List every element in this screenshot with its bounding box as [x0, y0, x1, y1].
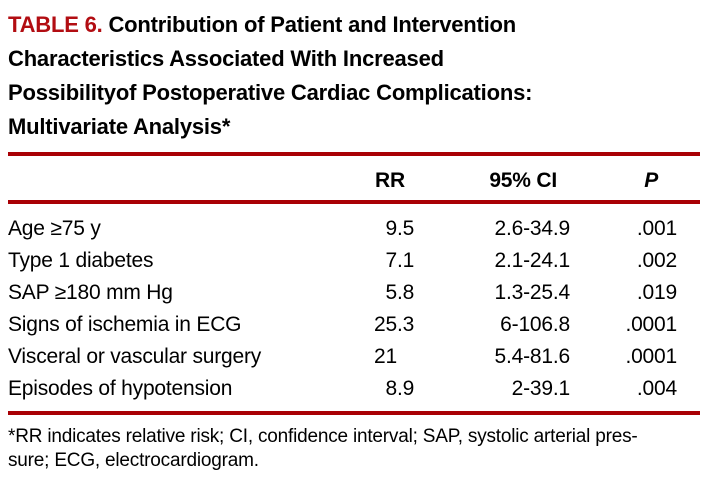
- rr-fraction-part: .9: [397, 377, 415, 400]
- row-label: Age ≥75 y: [8, 217, 101, 240]
- column-header-rr: RR: [375, 169, 405, 192]
- row-label: Signs of ischemia in ECG: [8, 313, 242, 336]
- p-value: .004: [636, 377, 677, 400]
- rr-fraction-part: .5: [397, 217, 415, 240]
- p-value: .0001: [625, 345, 677, 368]
- table-row: Signs of ischemia in ECG 25.3 6-106.8 .0…: [8, 309, 700, 341]
- rr-value: 5.8: [360, 281, 420, 305]
- p-value: .0001: [625, 313, 677, 336]
- table-row: Visceral or vascular surgery 21 5.4-81.6…: [8, 341, 700, 373]
- row-label: Type 1 diabetes: [8, 249, 154, 272]
- title-line-4: Multivariate Analysis*: [8, 114, 231, 139]
- rr-integer-part: 21: [374, 345, 397, 368]
- rr-value: 7.1: [360, 249, 420, 273]
- rr-fraction-part: .8: [397, 281, 415, 304]
- rr-integer-part: 7: [385, 249, 398, 272]
- footnote-line-1: *RR indicates relative risk; CI, confide…: [8, 426, 638, 447]
- table-row: Episodes of hypotension 8.9 2-39.1 .004: [8, 373, 700, 405]
- p-value: .002: [636, 249, 677, 272]
- ci-value: 5.4-81.6: [494, 345, 571, 368]
- rr-integer-part: 8: [385, 377, 398, 400]
- rr-value: 8.9: [360, 377, 420, 401]
- p-value: .019: [636, 281, 677, 304]
- rr-value: 25.3: [360, 313, 420, 337]
- footnote-line-2: sure; ECG, electrocardiogram.: [8, 450, 259, 471]
- table-row: SAP ≥180 mm Hg 5.8 1.3-25.4 .019: [8, 277, 700, 309]
- table-row: Type 1 diabetes 7.1 2.1-24.1 .002: [8, 245, 700, 277]
- ci-value: 2.6-34.9: [494, 217, 571, 240]
- table-row: Age ≥75 y 9.5 2.6-34.9 .001: [8, 213, 700, 245]
- ci-value: 6-106.8: [500, 313, 570, 336]
- title-line-2: Characteristics Associated With Increase…: [8, 46, 444, 71]
- rr-integer-part: 5: [385, 281, 398, 304]
- table-rule-top: [8, 152, 700, 156]
- table-number-label: TABLE 6.: [8, 12, 103, 37]
- row-label: SAP ≥180 mm Hg: [8, 281, 173, 304]
- column-header-p: P: [644, 169, 658, 192]
- table-rule-bottom: [8, 411, 700, 415]
- ci-value: 2.1-24.1: [494, 249, 571, 272]
- ci-value: 1.3-25.4: [494, 281, 571, 304]
- rr-integer-part: 9: [385, 217, 398, 240]
- title-line-1: Contribution of Patient and Intervention: [108, 12, 517, 37]
- table-footnote: *RR indicates relative risk; CI, confide…: [8, 425, 700, 473]
- row-label: Visceral or vascular surgery: [8, 345, 262, 368]
- rr-fraction-part: .3: [397, 313, 415, 336]
- rr-fraction-part: .1: [397, 249, 415, 272]
- p-value: .001: [636, 217, 677, 240]
- ci-value: 2-39.1: [511, 377, 571, 400]
- table-body: Age ≥75 y 9.5 2.6-34.9 .001 Type 1 diabe…: [8, 204, 700, 411]
- rr-value: 9.5: [360, 217, 420, 241]
- table-title: TABLE 6. Contribution of Patient and Int…: [8, 8, 700, 144]
- rr-integer-part: 25: [374, 313, 397, 336]
- title-line-3: Possibilityof Postoperative Cardiac Comp…: [8, 80, 533, 105]
- table-header-row: RR 95% CI P: [8, 156, 700, 200]
- rr-value: 21: [360, 345, 420, 369]
- row-label: Episodes of hypotension: [8, 377, 233, 400]
- table-rule-header: [8, 200, 700, 204]
- column-header-ci: 95% CI: [489, 169, 557, 192]
